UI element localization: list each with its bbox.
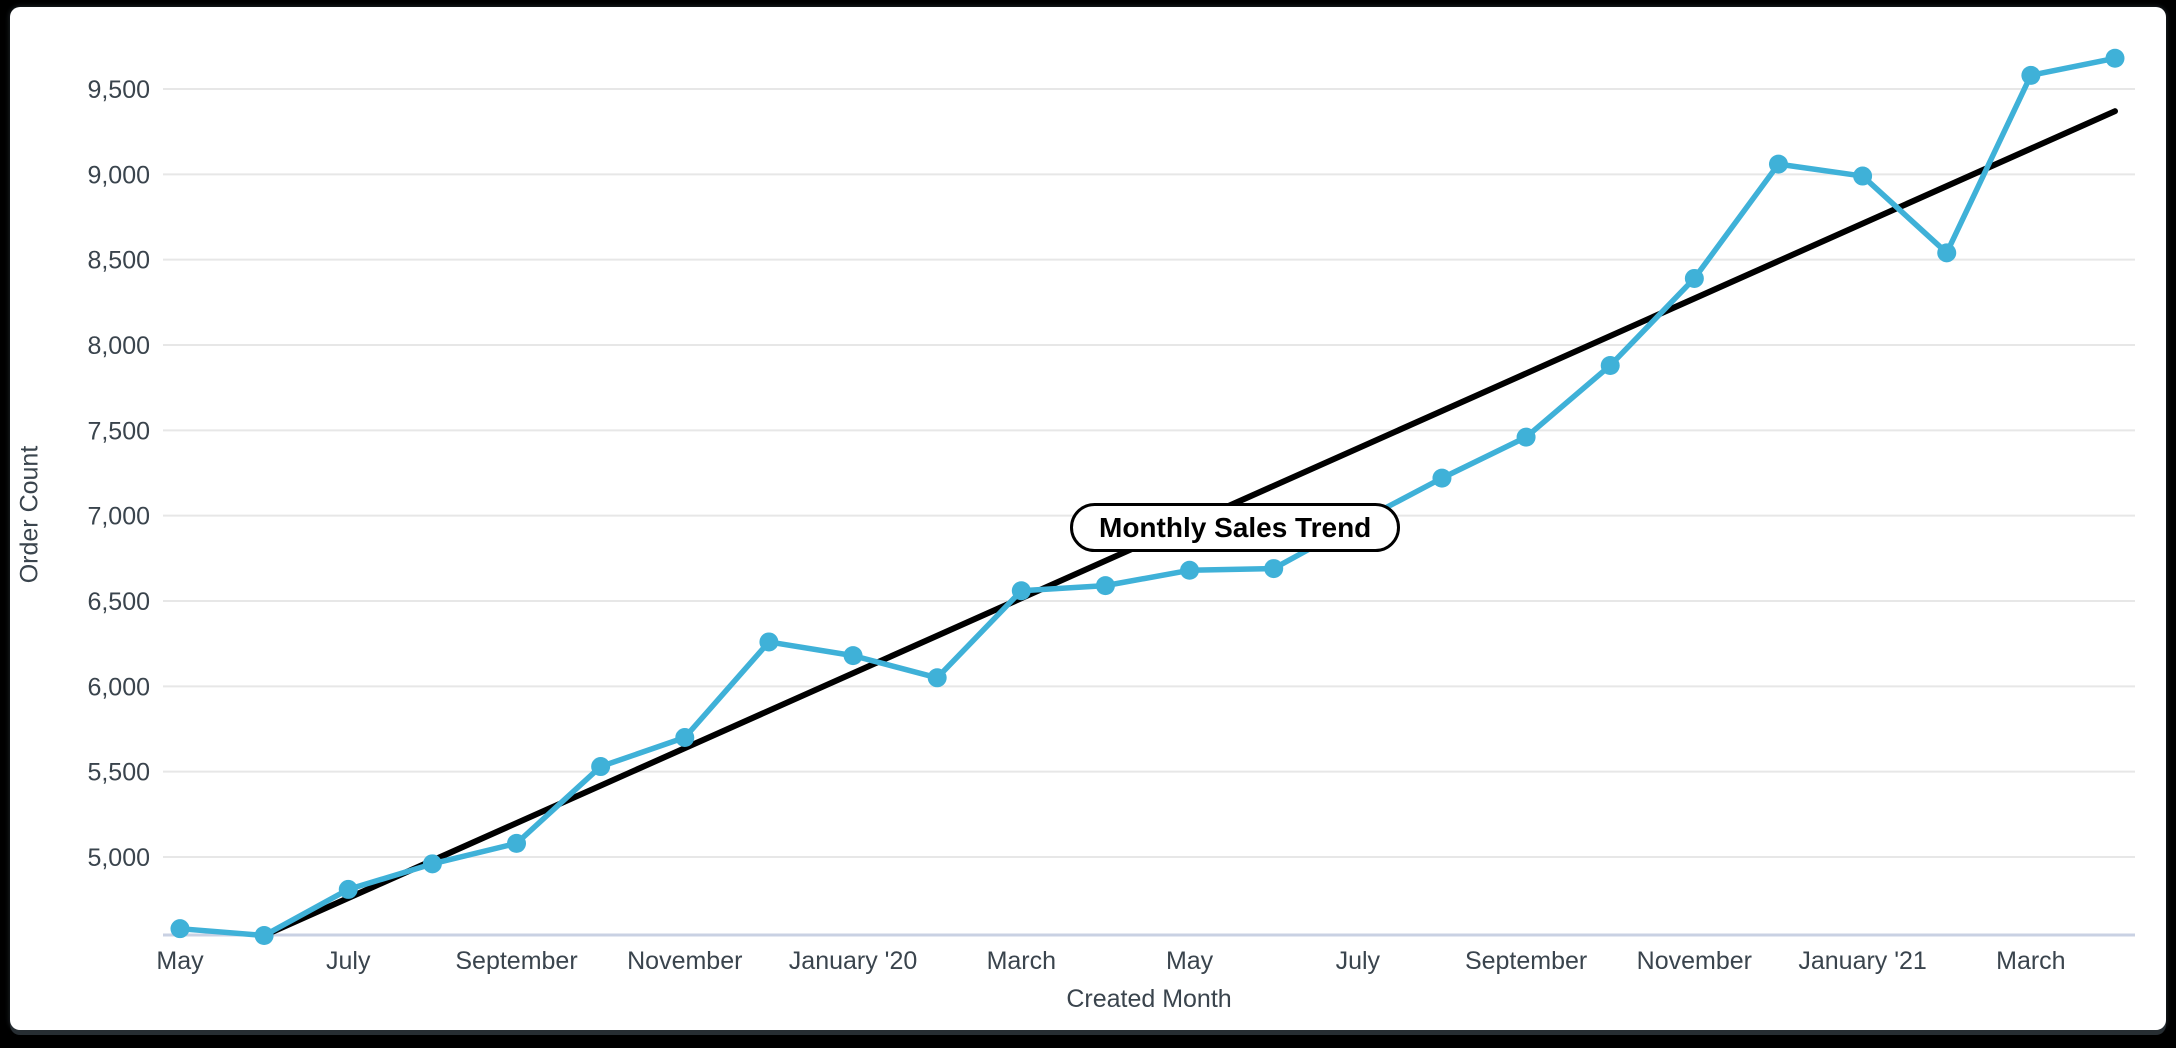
data-point-march-2020[interactable] [1011, 581, 1031, 601]
data-point-november-2019[interactable] [675, 728, 695, 748]
data-point-january-2021[interactable] [1853, 166, 1873, 186]
data-point-november-2020[interactable] [1684, 268, 1704, 288]
x-tick-label: January '20 [789, 947, 917, 975]
x-tick-label: March [1996, 947, 2065, 975]
x-axis-title: Created Month [1066, 985, 1232, 1013]
y-tick-label: 8,500 [87, 247, 150, 275]
data-point-december-2019[interactable] [759, 632, 779, 652]
data-point-september-2020[interactable] [1516, 427, 1536, 447]
data-point-april-2020[interactable] [1095, 576, 1115, 596]
monthly-sales-trend-chart[interactable]: 5,000 5,500 6,000 6,500 7,000 7,500 8,000 8,500… [10, 7, 2166, 1030]
y-tick-label: 9,500 [87, 76, 150, 104]
trend-annotation-label: Monthly Sales Trend [1099, 511, 1372, 543]
data-point-june-2020[interactable] [1264, 559, 1284, 579]
y-tick-label: 6,500 [87, 588, 150, 616]
x-tick-label: September [1465, 947, 1587, 975]
data-point-august-2020[interactable] [1432, 468, 1452, 488]
y-tick-label: 7,500 [87, 417, 150, 445]
data-point-june-2019[interactable] [254, 926, 274, 946]
data-point-august-2019[interactable] [422, 854, 442, 874]
data-point-december-2020[interactable] [1768, 154, 1788, 174]
data-point-january-2020[interactable] [843, 646, 863, 666]
chart-card: 5,000 5,500 6,000 6,500 7,000 7,500 8,000 8,500… [10, 7, 2166, 1030]
x-tick-label: January '21 [1798, 947, 1926, 975]
y-axis-title: Order Count [15, 445, 44, 584]
y-tick-label: 7,000 [87, 503, 150, 531]
y-tick-label: 9,000 [87, 161, 150, 189]
x-tick-label: July [1336, 947, 1381, 975]
data-point-february-2020[interactable] [927, 668, 947, 688]
x-tick-label: July [326, 947, 371, 975]
data-point-march-2021[interactable] [2021, 65, 2041, 85]
y-tick-label: 5,500 [87, 759, 150, 787]
x-tick-label: November [627, 947, 742, 975]
data-point-september-2019[interactable] [507, 833, 527, 853]
x-tick-label: May [1166, 947, 1214, 975]
x-tick-label: November [1637, 947, 1752, 975]
y-tick-label: 8,000 [87, 332, 150, 360]
data-point-october-2019[interactable] [591, 757, 611, 777]
data-point-april-2021[interactable] [2105, 48, 2125, 68]
x-tick-label: September [455, 947, 577, 975]
x-tick-label: May [156, 947, 204, 975]
data-point-february-2021[interactable] [1937, 243, 1957, 263]
y-tick-label: 5,000 [87, 844, 150, 872]
order-count-line [177, 55, 2118, 939]
trend-annotation-pill: Monthly Sales Trend [1070, 503, 1401, 552]
data-point-july-2019[interactable] [338, 879, 358, 899]
data-point-october-2020[interactable] [1600, 355, 1620, 375]
x-tick-label: March [987, 947, 1056, 975]
data-point-may-2020[interactable] [1180, 560, 1200, 580]
y-tick-label: 6,000 [87, 673, 150, 701]
data-point-may-2019[interactable] [170, 919, 190, 939]
